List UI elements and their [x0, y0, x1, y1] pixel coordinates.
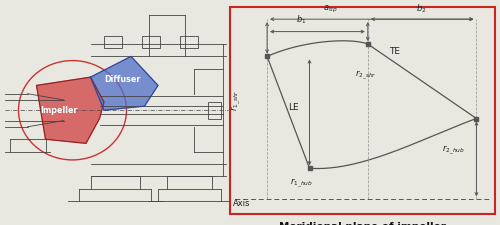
- Text: Impeller: Impeller: [40, 106, 78, 115]
- Text: Axis: Axis: [232, 199, 250, 208]
- Bar: [142, 36, 160, 48]
- Bar: [208, 102, 221, 119]
- Text: $a_{tip}$: $a_{tip}$: [324, 4, 338, 15]
- Bar: [180, 36, 198, 48]
- Text: $r_{1\_shr}$: $r_{1\_shr}$: [230, 90, 243, 111]
- Text: $b_2$: $b_2$: [416, 2, 426, 15]
- Text: LE: LE: [288, 103, 299, 112]
- Text: Diffuser: Diffuser: [104, 75, 140, 84]
- Bar: [104, 36, 122, 48]
- Text: $r_{2\_shr}$: $r_{2\_shr}$: [354, 69, 376, 82]
- Text: Meridional plane of impeller: Meridional plane of impeller: [279, 222, 446, 225]
- Text: $b_1$: $b_1$: [296, 14, 307, 26]
- Polygon shape: [90, 56, 158, 110]
- Polygon shape: [36, 77, 104, 143]
- Text: $r_{2\_hub}$: $r_{2\_hub}$: [442, 143, 465, 157]
- Text: $r_{1\_hub}$: $r_{1\_hub}$: [290, 176, 313, 190]
- Text: TE: TE: [389, 47, 400, 56]
